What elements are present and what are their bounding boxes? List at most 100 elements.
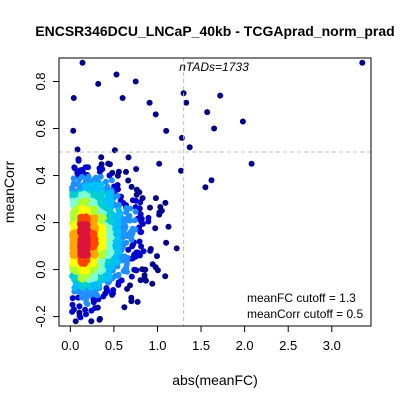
data-point [162,199,169,206]
data-point [154,253,160,260]
data-point [95,80,102,87]
data-point [134,298,141,305]
data-point [204,109,211,116]
data-point [84,301,91,307]
data-point [129,197,136,204]
x-tick-label: 0.5 [105,338,123,353]
data-point [78,208,85,215]
data-point [145,218,152,225]
data-point [173,245,180,252]
data-point [108,264,115,271]
data-point [131,217,138,224]
y-tick-label: 0.6 [33,119,48,137]
x-tick-label: 3.0 [323,338,341,353]
data-point [140,248,147,255]
data-point [248,160,255,167]
data-point [105,259,112,266]
data-point [91,221,97,228]
y-tick-label: 0.8 [33,72,48,90]
data-point [100,267,107,273]
data-point [131,251,138,258]
data-point [97,274,104,281]
data-point [125,154,132,161]
data-point [84,291,90,297]
data-point [139,220,146,227]
data-point [82,243,89,250]
data-point [239,118,246,125]
data-point [115,271,122,278]
data-point [208,177,215,184]
chart-title: ENCSR346DCU_LNCaP_40kb - TCGAprad_norm_p… [35,23,394,39]
data-point [99,190,106,197]
data-point [91,215,98,222]
data-point [69,301,76,308]
data-point [132,208,139,215]
data-point [115,279,122,286]
data-point [97,173,104,180]
data-point [71,165,78,172]
data-point [90,207,96,214]
x-axis-ticks: 0.0 0.5 1.0 1.5 2.0 2.5 3.0 [61,326,341,353]
data-point [97,315,103,322]
data-point [98,154,105,161]
data-point [211,125,218,132]
y-axis-ticks: -0.2 0.0 0.2 0.4 0.6 0.8 [33,72,59,328]
x-tick-label: 1.0 [148,338,166,353]
data-point [76,303,83,310]
data-point [115,206,122,213]
data-point [133,166,140,172]
data-point [163,239,170,246]
data-point [97,182,104,189]
data-point [138,243,145,250]
data-point [217,92,224,99]
x-tick-label: 2.0 [236,338,254,353]
data-point [79,59,86,66]
data-point [147,246,154,252]
data-point [147,204,153,211]
data-point [152,111,159,118]
data-point [70,127,77,134]
data-point [79,173,85,180]
data-point [137,211,144,218]
data-point [75,157,82,164]
data-point [82,306,89,313]
data-point [146,99,153,106]
data-point [165,223,172,230]
data-point [110,290,116,297]
data-point [108,177,115,184]
data-point [84,198,91,205]
data-point [74,146,81,153]
data-point [103,178,109,185]
data-point [125,246,132,253]
x-tick-label: 1.5 [192,338,210,353]
data-point [183,99,190,106]
data-point [125,177,132,184]
data-point [128,273,135,280]
data-point [72,230,79,237]
data-point [119,95,126,101]
data-point [92,235,98,241]
data-point [76,309,83,316]
data-point [128,183,135,190]
data-point [156,160,163,167]
data-point [152,225,159,232]
ntads-annotation: nTADs=1733 [179,60,249,74]
data-point [103,285,110,292]
data-point [120,268,127,275]
data-point [80,276,87,283]
data-point [84,215,91,222]
data-point [123,205,130,212]
data-point [123,168,129,175]
x-axis-label: abs(meanFC) [172,372,258,388]
data-point [132,78,139,85]
data-point [69,295,76,302]
corr-cutoff-annotation: meanCorr cutoff = 0.5 [247,307,364,321]
data-point [69,184,76,191]
data-point [102,290,109,297]
data-point [178,167,184,174]
data-point [152,195,159,202]
data-point [76,182,83,189]
data-point [149,280,156,287]
data-point [105,275,112,282]
x-tick-label: 2.5 [279,338,297,353]
